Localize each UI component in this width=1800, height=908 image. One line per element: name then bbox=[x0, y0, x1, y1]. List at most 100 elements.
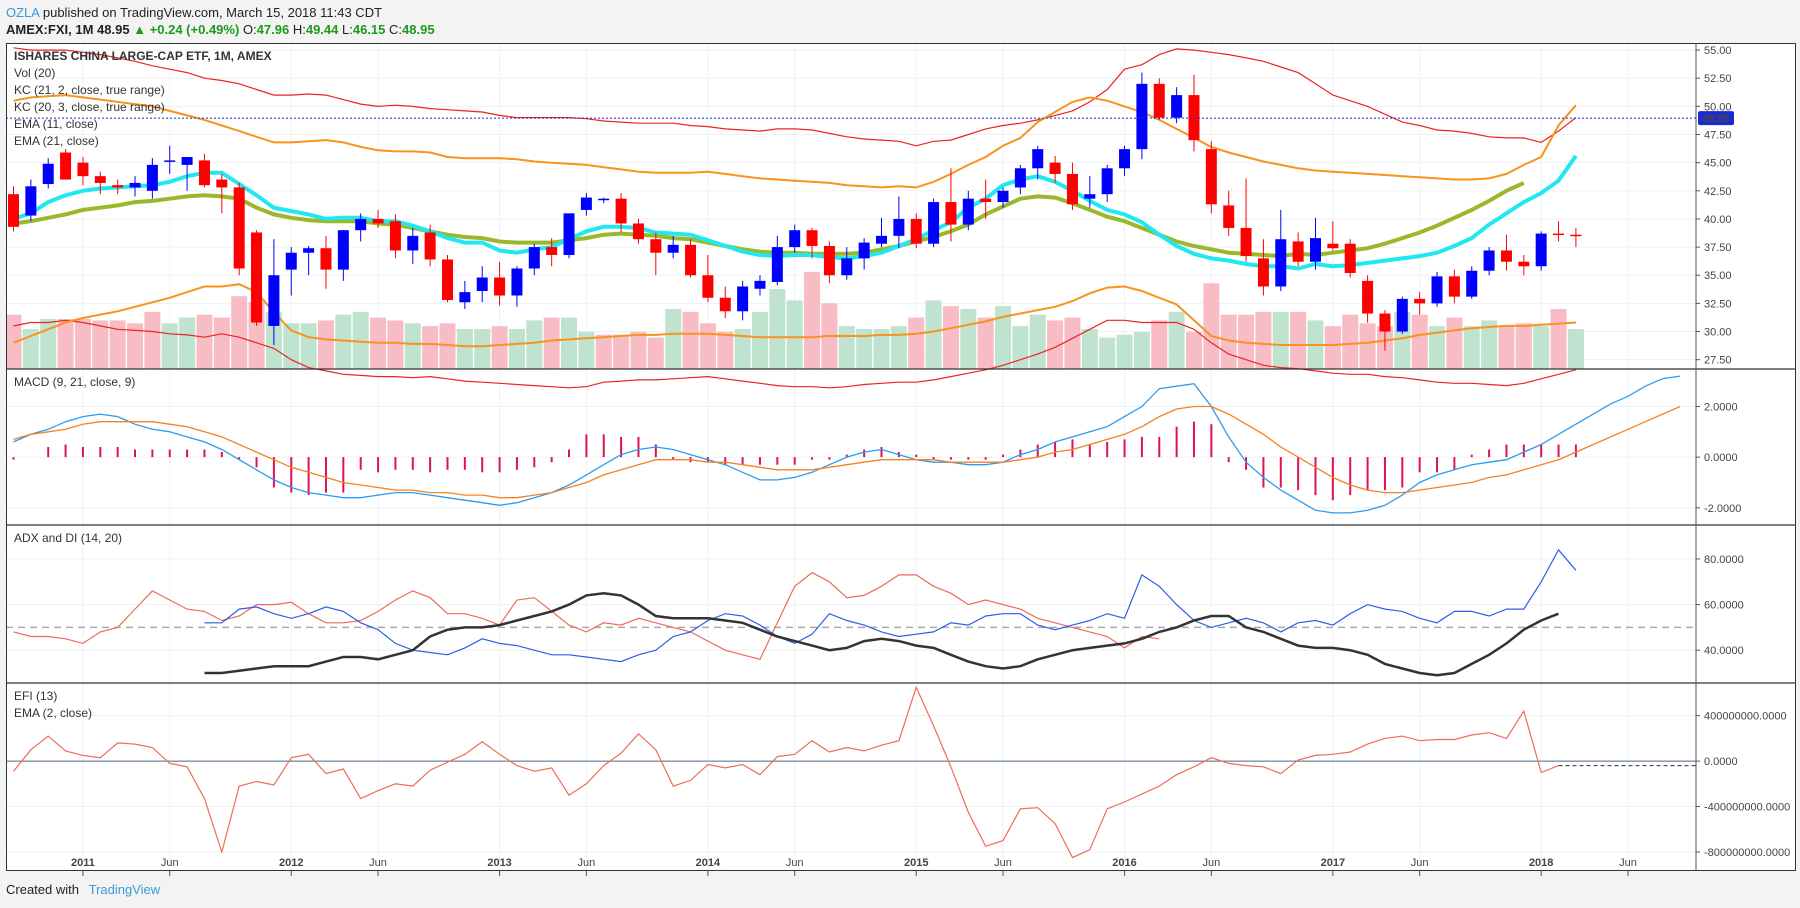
symbol-line: AMEX:FXI, 1M 48.95 ▲ +0.24 (+0.49%) O:47… bbox=[6, 22, 435, 37]
x-tick-label: Jun bbox=[578, 857, 596, 869]
volume-bar bbox=[1272, 311, 1289, 369]
footer: Created with TradingView bbox=[6, 882, 160, 897]
volume-bar bbox=[647, 337, 664, 369]
volume-bar bbox=[890, 326, 907, 369]
x-tick-label: Jun bbox=[786, 857, 804, 869]
candle-body bbox=[494, 277, 506, 296]
volume-bar bbox=[74, 319, 91, 369]
chart-area[interactable]: 55.00 52.50 50.00 47.50 45.00 42.50 40.00 37.50… bbox=[6, 43, 1796, 878]
price-axis-tick-label: 52.50 bbox=[1704, 73, 1732, 85]
volume-bar bbox=[1324, 326, 1341, 369]
candle-body bbox=[1136, 83, 1148, 150]
volume-bar bbox=[1012, 326, 1029, 369]
candle-body bbox=[1553, 233, 1565, 236]
tradingview-link[interactable]: TradingView bbox=[88, 882, 161, 897]
candle-body bbox=[737, 286, 749, 312]
low-label: L: bbox=[342, 22, 353, 37]
symbol-label: AMEX:FXI, 1M bbox=[6, 22, 94, 37]
price-change: ▲ +0.24 (+0.49%) bbox=[133, 22, 240, 37]
price-axis-tick-label: 40.00 bbox=[1704, 214, 1732, 226]
candle-body bbox=[1570, 234, 1582, 237]
x-tick-label: Jun bbox=[161, 857, 179, 869]
candle-body bbox=[1292, 241, 1304, 262]
high-label: H: bbox=[292, 22, 306, 37]
volume-bar bbox=[404, 323, 421, 369]
candle-body bbox=[1396, 298, 1408, 332]
price-legend-item: EMA (11, close) bbox=[14, 117, 98, 131]
candle-body bbox=[876, 235, 887, 244]
price-axis-tick-label: 45.00 bbox=[1704, 158, 1732, 170]
x-tick-label: 2011 bbox=[71, 857, 95, 869]
candle-body bbox=[42, 163, 54, 185]
volume-bar bbox=[908, 317, 925, 369]
price-axis-tick-label: 35.00 bbox=[1704, 270, 1732, 282]
candle-body bbox=[980, 198, 992, 203]
volume-bar bbox=[769, 289, 786, 369]
x-tick-label: 2016 bbox=[1112, 857, 1136, 869]
candle-body bbox=[233, 187, 245, 269]
volume-bar bbox=[439, 323, 456, 369]
volume-bar bbox=[1290, 311, 1307, 369]
candle-body bbox=[94, 176, 106, 183]
candle-body bbox=[858, 242, 870, 259]
volume-bar bbox=[751, 311, 768, 369]
x-tick-label: 2015 bbox=[904, 857, 928, 869]
candle-body bbox=[251, 232, 263, 323]
candle-body bbox=[667, 244, 679, 253]
candle-body bbox=[1014, 168, 1026, 188]
volume-bar bbox=[1064, 317, 1081, 369]
candle-body bbox=[1466, 270, 1478, 297]
author-link[interactable]: OZLA bbox=[6, 5, 40, 20]
volume-bar bbox=[630, 331, 647, 369]
volume-bar bbox=[231, 296, 248, 369]
volume-bar bbox=[1342, 314, 1359, 369]
candle-body bbox=[1379, 313, 1391, 332]
candle-body bbox=[650, 239, 662, 253]
volume-bar bbox=[1429, 326, 1446, 369]
candle-body bbox=[685, 244, 697, 276]
last-price-badge bbox=[1698, 111, 1734, 126]
volume-bar bbox=[856, 329, 873, 369]
volume-bar bbox=[613, 334, 630, 369]
candle-body bbox=[1483, 250, 1495, 271]
candle-body bbox=[997, 190, 1009, 203]
volume-bar bbox=[1550, 309, 1567, 369]
volume-bar bbox=[57, 319, 74, 369]
efi-axis-tick-label: 0.0000 bbox=[1704, 756, 1738, 768]
volume-bar bbox=[960, 309, 977, 369]
volume-bar bbox=[1151, 320, 1168, 369]
candle-body bbox=[1535, 233, 1547, 267]
candle-body bbox=[1310, 238, 1321, 262]
volume-bar bbox=[1411, 314, 1428, 369]
volume-bar bbox=[92, 320, 109, 369]
volume-bar bbox=[1359, 323, 1376, 369]
volume-bar bbox=[734, 329, 751, 369]
candle-body bbox=[632, 223, 644, 240]
volume-bar bbox=[665, 309, 682, 369]
volume-bar bbox=[352, 311, 369, 369]
candle-body bbox=[1188, 95, 1200, 141]
candle-body bbox=[563, 213, 575, 255]
candle-body bbox=[1414, 298, 1426, 304]
candle-body bbox=[754, 280, 766, 289]
adx-axis-tick-label: 80.0000 bbox=[1704, 554, 1744, 566]
candle-body bbox=[771, 247, 783, 282]
volume-bar bbox=[1446, 317, 1463, 369]
volume-bar bbox=[456, 329, 473, 369]
candle-body bbox=[129, 182, 141, 188]
price-axis-tick-label: 30.00 bbox=[1704, 327, 1732, 339]
candle-body bbox=[459, 292, 471, 303]
volume-bar bbox=[109, 320, 126, 369]
candle-body bbox=[1431, 276, 1443, 304]
volume-bar bbox=[1515, 323, 1532, 369]
volume-bar bbox=[682, 311, 699, 369]
publish-info: published on TradingView.com, March 15, … bbox=[39, 5, 383, 20]
last-price-label: 48.95 bbox=[1702, 113, 1730, 125]
volume-bar bbox=[1116, 334, 1133, 369]
open-label: O: bbox=[242, 22, 257, 37]
candle-body bbox=[337, 230, 349, 270]
volume-bar bbox=[144, 311, 161, 369]
candle-body bbox=[1032, 149, 1044, 169]
candle-body bbox=[25, 186, 37, 216]
candle-body bbox=[1448, 276, 1460, 297]
